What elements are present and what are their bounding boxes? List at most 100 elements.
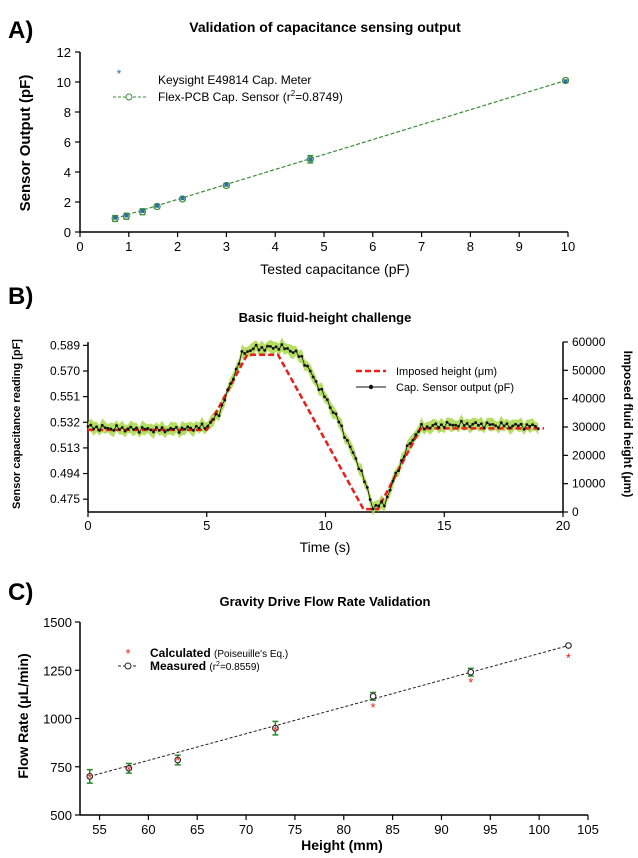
point-sensor-output (143, 427, 147, 431)
point-sensor-output (100, 423, 104, 427)
y-tick-label-b: 0.494 (50, 467, 80, 481)
point-measured (125, 764, 133, 772)
point-sensor-output (408, 442, 412, 445)
point-sensor-output (103, 426, 107, 430)
point-sensor-output (320, 387, 324, 391)
x-tick-label-a: 8 (467, 239, 474, 254)
point-sensor-output (157, 428, 161, 432)
y-tick-label-a: 4 (64, 165, 71, 180)
point-sensor-output (442, 426, 446, 429)
y-tick-label-b: 0.475 (50, 492, 80, 506)
point-keysight (224, 182, 229, 187)
chart-title-b: Basic fluid-height challenge (239, 310, 412, 325)
x-tick-label-a: 6 (369, 239, 376, 254)
legend-marker-flexpcb (125, 93, 133, 101)
point-sensor-output (394, 471, 398, 475)
point-sensor-output (226, 388, 230, 392)
point-sensor-output (286, 347, 289, 350)
legend-label-sensor: Cap. Sensor output (pF) (396, 382, 514, 394)
point-sensor-output (388, 488, 392, 492)
point-sensor-output (240, 350, 244, 353)
point-sensor-output (340, 424, 344, 428)
point-sensor-output (112, 428, 116, 432)
point-sensor-output (434, 422, 438, 426)
panel-a: A) Validation of capacitance sensing out… (8, 17, 575, 277)
x-tick-label-a: 1 (125, 239, 132, 254)
point-calculated: * (566, 651, 571, 666)
legend-label-measured: Measured (r2=0.8559) (150, 659, 260, 673)
point-sensor-output (209, 420, 212, 424)
point-sensor-output (220, 403, 224, 407)
point-sensor-output (206, 424, 210, 428)
point-sensor-output (263, 348, 267, 352)
chart-title-c: Gravity Drive Flow Rate Validation (220, 594, 431, 609)
point-sensor-output (251, 347, 255, 351)
point-sensor-output (522, 427, 526, 431)
y2-tick-label-b: 40000 (572, 392, 606, 406)
point-sensor-output (400, 459, 403, 462)
point-sensor-output (277, 347, 281, 351)
x-tick-label-b: 20 (556, 518, 570, 533)
point-sensor-output (212, 418, 215, 421)
point-sensor-output (135, 426, 138, 430)
x-tick-label-c: 65 (190, 822, 204, 837)
point-sensor-output (303, 363, 306, 367)
chart-title-a: Validation of capacitance sensing output (189, 19, 461, 35)
point-sensor-output (482, 426, 486, 430)
point-sensor-output (528, 424, 532, 428)
point-sensor-output (445, 420, 449, 424)
x-tick-label-c: 70 (239, 822, 253, 837)
point-sensor-output (505, 422, 509, 425)
legend-a: * Keysight E49814 Cap. Meter Flex-PCB Ca… (113, 67, 343, 104)
point-sensor-output (257, 348, 261, 352)
point-sensor-output (474, 421, 477, 424)
point-calculated: * (468, 675, 473, 690)
point-sensor-output (468, 425, 472, 429)
point-sensor-output (89, 423, 93, 427)
x-tick-label-a: 9 (516, 239, 523, 254)
point-measured (369, 692, 377, 700)
y2-tick-label-b: 60000 (572, 335, 606, 349)
point-sensor-output (300, 354, 304, 358)
point-keysight (113, 215, 118, 220)
point-sensor-output (383, 504, 386, 508)
point-sensor-output (451, 423, 455, 427)
point-sensor-output (497, 426, 500, 429)
point-keysight (124, 213, 129, 218)
point-sensor-output (203, 427, 207, 430)
y-axis-label-a: Sensor Output (pF) (17, 75, 34, 212)
fit-line-flexpcb (114, 79, 566, 220)
y-tick-label-b: 0.532 (50, 415, 80, 429)
point-sensor-output (397, 469, 401, 472)
x-tick-label-c: 100 (528, 822, 550, 837)
x-tick-label-b: 10 (318, 518, 332, 533)
point-measured (86, 773, 94, 780)
error-band-sensor (88, 337, 539, 516)
point-sensor-output (120, 426, 124, 429)
point-sensor-output (183, 427, 187, 431)
point-sensor-output (422, 427, 426, 431)
point-sensor-output (357, 467, 361, 471)
point-sensor-output (274, 345, 278, 349)
x-tick-label-a: 10 (561, 239, 575, 254)
point-sensor-output (177, 431, 181, 434)
point-calculated: * (273, 723, 278, 738)
panel-label-a: A) (8, 17, 33, 44)
x-tick-label-a: 2 (174, 239, 181, 254)
x-tick-label-c: 60 (141, 822, 155, 837)
legend-marker-keysight: * (117, 67, 122, 81)
y-axis-label-c: Flow Rate (μL/min) (15, 653, 31, 778)
legend-marker-sensor (368, 384, 374, 390)
point-sensor-output (494, 424, 497, 428)
point-calculated: * (87, 770, 92, 785)
point-sensor-output (149, 428, 153, 432)
point-sensor-output (405, 444, 409, 448)
y-tick-label-c: 1000 (43, 712, 72, 727)
point-sensor-output (163, 430, 167, 434)
point-sensor-output (391, 479, 395, 483)
point-sensor-output (328, 406, 332, 409)
point-sensor-output (214, 412, 218, 416)
point-sensor-output (192, 428, 195, 432)
x-tick-label-a: 7 (418, 239, 425, 254)
y-tick-label-c: 750 (50, 760, 72, 775)
